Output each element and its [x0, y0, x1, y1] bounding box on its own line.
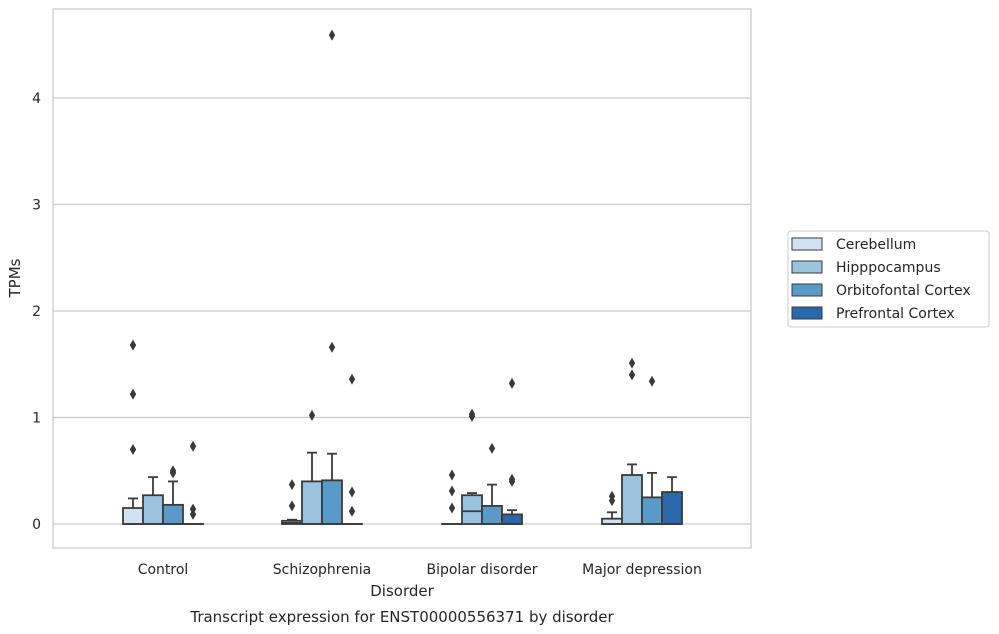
- chart-title: Transcript expression for ENST0000055637…: [189, 608, 614, 626]
- y-tick-label: 2: [32, 304, 41, 320]
- outlier-point: [468, 408, 476, 420]
- legend-swatch: [791, 306, 823, 320]
- x-axis-label: Disorder: [370, 582, 434, 600]
- box-cerebellum: [441, 469, 463, 525]
- box-hipppocampus: [301, 409, 323, 525]
- x-tick-label: Control: [138, 562, 189, 578]
- outlier-point: [508, 377, 516, 389]
- y-tick-label: 3: [32, 198, 41, 214]
- box-body: [621, 474, 643, 525]
- outlier-point: [129, 339, 137, 351]
- x-tick-label: Major depression: [582, 562, 702, 578]
- outlier-point: [169, 465, 177, 477]
- outlier-point: [448, 485, 456, 497]
- box-prefrontal-cortex: [661, 476, 683, 525]
- y-axis-label: TPMs: [6, 258, 24, 298]
- outlier-point: [189, 503, 197, 515]
- outlier-point: [288, 500, 296, 512]
- outlier-point: [288, 479, 296, 491]
- legend-swatch: [791, 237, 823, 251]
- box-body: [301, 480, 323, 525]
- x-tick-labels: Control Schizophrenia Bipolar disorder Majo…: [138, 562, 702, 578]
- outlier-point: [189, 440, 197, 452]
- legend-label: Cerebellum: [836, 237, 916, 253]
- legend-label: Orbitofontal Cortex: [836, 283, 971, 299]
- outlier-point: [608, 490, 616, 502]
- legend-swatch: [791, 283, 823, 297]
- box-hipppocampus: [461, 408, 483, 525]
- box-body: [661, 491, 683, 525]
- outlier-point: [308, 409, 316, 421]
- outlier-point: [648, 375, 656, 387]
- box-hipppocampus: [621, 357, 643, 525]
- plot-boxes: [122, 29, 683, 525]
- legend-swatch: [791, 260, 823, 274]
- legend-label: Hipppocampus: [836, 260, 941, 276]
- box-orbitofontal-cortex: [641, 375, 663, 525]
- grid-lines: [53, 97, 751, 525]
- y-tick-labels: 0 1 2 3 4: [32, 91, 41, 533]
- outlier-point: [129, 388, 137, 400]
- outlier-point: [348, 486, 356, 498]
- outlier-point: [508, 473, 516, 485]
- box-prefrontal-cortex: [501, 377, 523, 525]
- legend-frame: [787, 230, 990, 328]
- x-tick-label: Bipolar disorder: [426, 562, 537, 578]
- legend: Cerebellum Hipppocampus Orbitofontal Corte…: [787, 230, 990, 328]
- box-body: [641, 496, 663, 525]
- box-hipppocampus: [142, 476, 164, 525]
- y-tick-label: 1: [32, 411, 41, 427]
- x-tick-label: Schizophrenia: [273, 562, 371, 578]
- plot-frame: [52, 8, 752, 549]
- outlier-point: [328, 29, 336, 41]
- outlier-point: [628, 369, 636, 381]
- box-prefrontal-cortex: [341, 373, 363, 525]
- box-orbitofontal-cortex: [321, 29, 343, 525]
- box-body: [162, 503, 184, 525]
- box-body: [122, 507, 144, 525]
- box-body: [142, 494, 164, 525]
- box-prefrontal-cortex: [182, 440, 204, 525]
- outlier-point: [348, 373, 356, 385]
- box-body: [461, 494, 483, 525]
- outlier-point: [348, 505, 356, 517]
- y-tick-label: 4: [32, 91, 41, 107]
- box-orbitofontal-cortex: [481, 442, 503, 525]
- box-body: [481, 504, 503, 525]
- outlier-point: [488, 442, 496, 454]
- outlier-point: [628, 357, 636, 369]
- box-cerebellum: [122, 339, 144, 525]
- box-body: [501, 513, 523, 525]
- box-orbitofontal-cortex: [162, 465, 184, 525]
- outlier-point: [129, 443, 137, 455]
- outlier-point: [448, 469, 456, 481]
- y-tick-label: 0: [32, 517, 41, 533]
- box-cerebellum: [601, 490, 623, 525]
- box-cerebellum: [281, 479, 303, 525]
- outlier-point: [328, 341, 336, 353]
- legend-label: Prefrontal Cortex: [836, 306, 955, 322]
- box-body: [321, 479, 343, 525]
- outlier-point: [448, 502, 456, 514]
